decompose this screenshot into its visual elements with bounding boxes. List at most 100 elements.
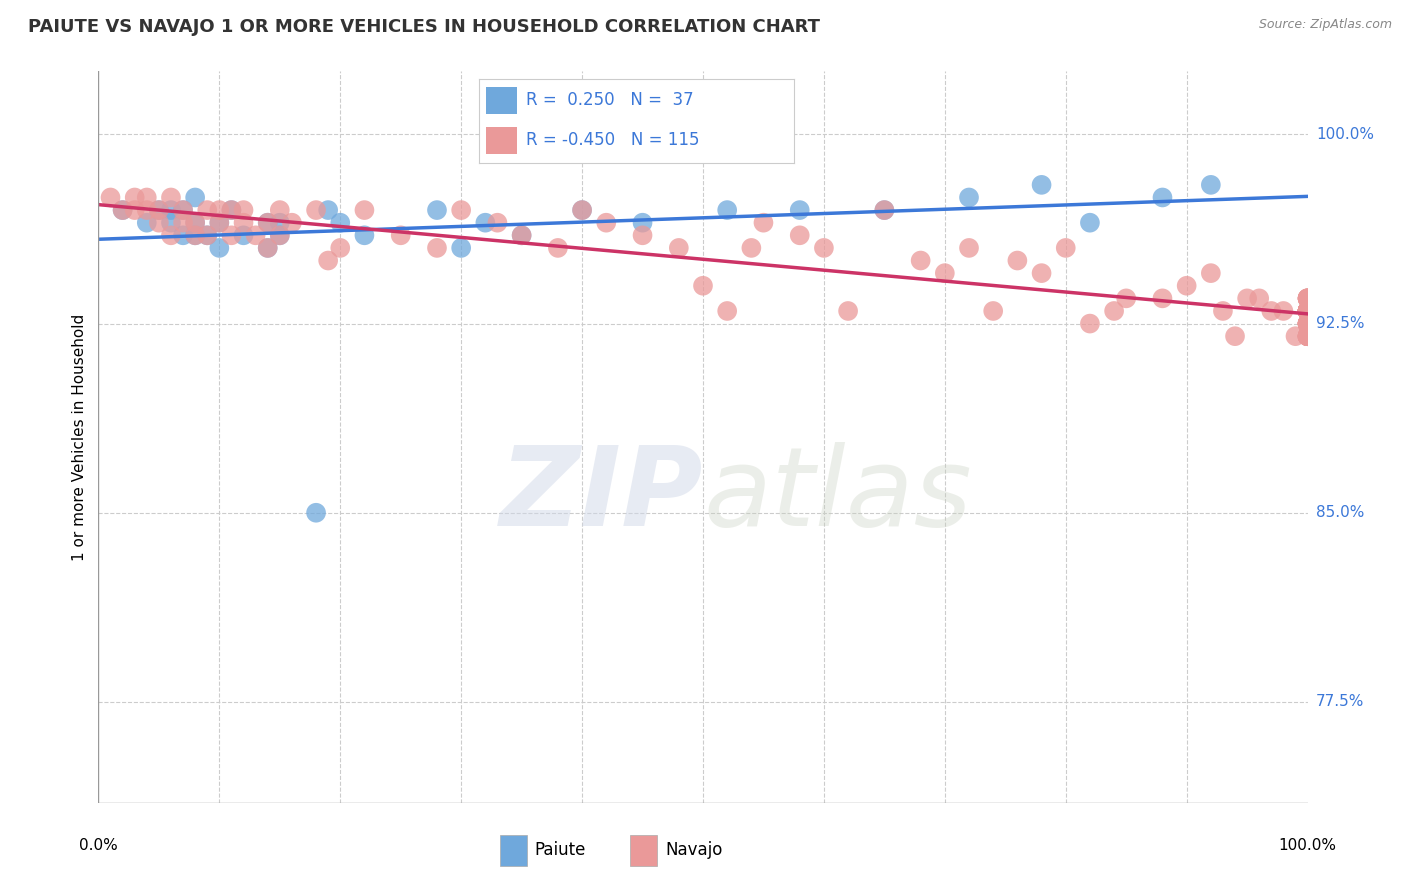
Point (195, 228, 218, 243)
Point (1296, 291, 1319, 305)
Point (172, 203, 194, 218)
Point (232, 203, 254, 218)
Point (873, 203, 896, 218)
Point (1296, 291, 1319, 305)
Text: 92.5%: 92.5% (1316, 316, 1364, 331)
Point (208, 203, 231, 218)
Point (450, 241, 472, 255)
Text: Source: ZipAtlas.com: Source: ZipAtlas.com (1258, 18, 1392, 31)
Point (571, 203, 593, 218)
Point (1296, 329, 1319, 343)
Point (1296, 304, 1319, 318)
Point (184, 190, 207, 204)
Point (221, 203, 243, 218)
Point (957, 241, 980, 255)
Point (1296, 329, 1319, 343)
Point (1296, 304, 1319, 318)
Point (269, 216, 291, 230)
Point (329, 216, 352, 230)
Text: 85.0%: 85.0% (1316, 505, 1364, 520)
Point (1296, 304, 1319, 318)
Point (1296, 304, 1319, 318)
Point (1296, 304, 1319, 318)
Point (813, 241, 835, 255)
Point (111, 203, 134, 218)
Text: 100.0%: 100.0% (1316, 127, 1374, 142)
Point (184, 228, 207, 243)
Point (1007, 253, 1029, 268)
Point (1296, 317, 1319, 331)
Point (195, 203, 218, 218)
Point (160, 203, 183, 218)
Point (1296, 304, 1319, 318)
Point (135, 190, 157, 204)
Point (160, 190, 183, 204)
Point (631, 228, 654, 243)
Point (595, 216, 617, 230)
Point (571, 203, 593, 218)
Point (1249, 291, 1271, 305)
Point (1296, 291, 1319, 305)
Point (1296, 329, 1319, 343)
Point (740, 241, 762, 255)
Text: atlas: atlas (703, 442, 972, 549)
Point (172, 216, 194, 230)
Text: ZIP: ZIP (499, 442, 703, 549)
Point (547, 241, 569, 255)
Point (184, 228, 207, 243)
Point (269, 203, 291, 218)
Point (269, 228, 291, 243)
Point (1260, 304, 1282, 318)
Point (1284, 329, 1306, 343)
Point (1296, 329, 1319, 343)
Point (1296, 329, 1319, 343)
Point (1296, 304, 1319, 318)
Point (1296, 329, 1319, 343)
Point (1296, 304, 1319, 318)
Point (716, 203, 738, 218)
Point (208, 216, 231, 230)
Point (1296, 317, 1319, 331)
Point (789, 203, 811, 218)
Y-axis label: 1 or more Vehicles in Household: 1 or more Vehicles in Household (72, 313, 87, 561)
Point (256, 241, 278, 255)
Point (1296, 329, 1319, 343)
Point (329, 241, 352, 255)
Point (256, 241, 278, 255)
Point (1102, 304, 1125, 318)
Text: 0.0%: 0.0% (79, 838, 118, 853)
Point (389, 228, 412, 243)
Point (789, 228, 811, 243)
Point (172, 228, 194, 243)
Point (510, 228, 533, 243)
Point (1296, 304, 1319, 318)
Point (981, 304, 1004, 318)
Point (1296, 317, 1319, 331)
Point (256, 216, 278, 230)
Point (1212, 304, 1234, 318)
Point (450, 203, 472, 218)
Point (510, 228, 533, 243)
Point (316, 203, 339, 218)
Point (1296, 304, 1319, 318)
Point (305, 506, 328, 520)
Point (1296, 291, 1319, 305)
Point (160, 228, 183, 243)
Point (316, 253, 339, 268)
Point (910, 253, 932, 268)
Point (269, 228, 291, 243)
Point (1175, 278, 1198, 293)
Point (837, 304, 859, 318)
Point (692, 278, 714, 293)
Point (1115, 291, 1137, 305)
Point (1296, 304, 1319, 318)
Point (1296, 304, 1319, 318)
Point (281, 216, 304, 230)
Point (1296, 291, 1319, 305)
Point (208, 216, 231, 230)
Point (1296, 304, 1319, 318)
Point (752, 216, 775, 230)
Point (1236, 291, 1258, 305)
Text: PAIUTE VS NAVAJO 1 OR MORE VEHICLES IN HOUSEHOLD CORRELATION CHART: PAIUTE VS NAVAJO 1 OR MORE VEHICLES IN H… (28, 18, 820, 36)
Point (1296, 304, 1319, 318)
